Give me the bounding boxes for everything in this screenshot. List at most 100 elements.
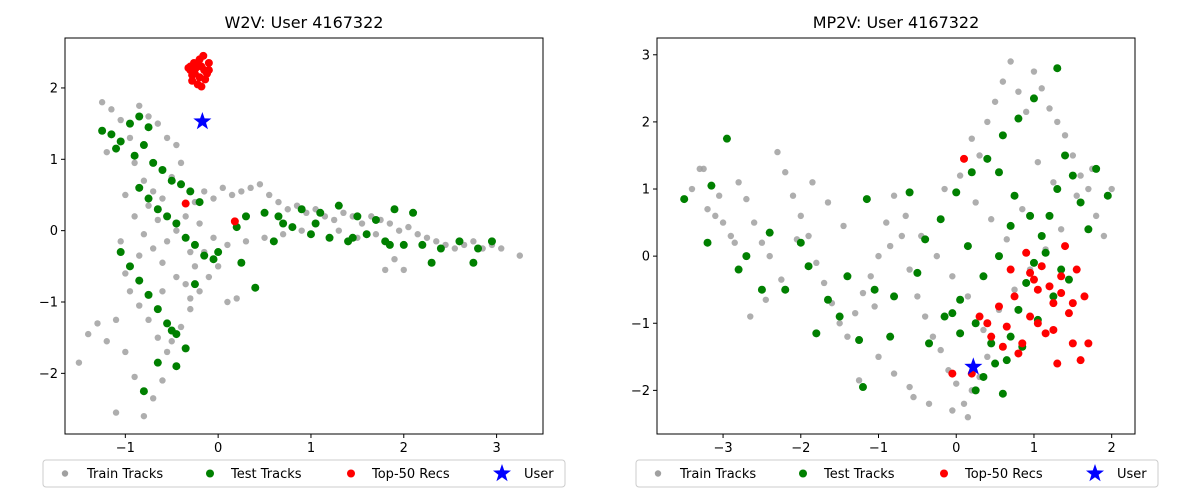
- w2v-test-point-39: [251, 284, 259, 292]
- w2v-train-point-94: [280, 231, 286, 237]
- mp2v-rec-point-33: [1069, 299, 1077, 307]
- mp2v-train-point-28: [899, 233, 905, 239]
- mp2v-train-point-47: [992, 99, 998, 105]
- mp2v-rec-point-31: [1034, 319, 1042, 327]
- mp2v-legend-test-label: Test Tracks: [823, 467, 895, 482]
- mp2v-train-point-33: [937, 347, 943, 353]
- mp2v-train-point-40: [875, 354, 881, 360]
- mp2v-train-point-60: [1093, 213, 1099, 219]
- w2v-train-point-37: [159, 377, 165, 383]
- w2v-train-point-23: [150, 245, 156, 251]
- w2v-train-point-56: [229, 192, 235, 198]
- w2v-train-point-13: [155, 120, 161, 126]
- mp2v-train-point-13: [782, 169, 788, 175]
- w2v-train-point-4: [113, 409, 119, 415]
- w2v-test-point-64: [469, 259, 477, 267]
- mp2v-test-point-37: [1084, 225, 1092, 233]
- mp2v-train-point-76: [887, 243, 893, 249]
- mp2v-test-point-12: [824, 296, 832, 304]
- w2v-train-point-73: [387, 220, 393, 226]
- mp2v-rec-point-15: [1007, 266, 1015, 274]
- w2v-train-point-59: [257, 181, 263, 187]
- mp2v-train-point-58: [1077, 172, 1083, 178]
- w2v-test-point-46: [353, 212, 361, 220]
- mp2v-rec-point-13: [1073, 266, 1081, 274]
- w2v-train-point-77: [424, 235, 430, 241]
- w2v-xtick-label-0: −1: [116, 441, 135, 456]
- mp2v-train-point-44: [969, 135, 975, 141]
- w2v-test-point-26: [135, 277, 143, 285]
- mp2v-train-point-42: [906, 384, 912, 390]
- mp2v-train-point-53: [1039, 85, 1045, 91]
- mp2v-test-point-54: [1003, 356, 1011, 364]
- mp2v-train-point-9: [751, 219, 757, 225]
- w2v-ytick-label-3: 1: [50, 153, 58, 168]
- mp2v-rec-point-20: [1077, 356, 1085, 364]
- mp2v-train-point-90: [972, 199, 978, 205]
- w2v-points: [76, 52, 523, 420]
- w2v-test-point-29: [163, 319, 171, 327]
- mp2v-train-point-26: [883, 219, 889, 225]
- mp2v-test-point-33: [1053, 185, 1061, 193]
- w2v-train-point-45: [234, 295, 240, 301]
- mp2v-rec-point-14: [1080, 292, 1088, 300]
- mp2v-train-point-10: [759, 240, 765, 246]
- w2v-train-point-96: [243, 238, 249, 244]
- mp2v-train-point-99: [910, 394, 916, 400]
- w2v-train-point-21: [131, 213, 137, 219]
- w2v-rec-point-20: [182, 200, 190, 208]
- w2v-train-point-109: [159, 288, 165, 294]
- w2v-test-point-22: [200, 252, 208, 260]
- mp2v-train-point-98: [926, 401, 932, 407]
- w2v-train-point-25: [117, 238, 123, 244]
- w2v-test-point-3: [126, 120, 134, 128]
- w2v-train-point-19: [159, 195, 165, 201]
- mp2v-legend-test-marker: [799, 470, 807, 478]
- mp2v-train-point-43: [856, 377, 862, 383]
- mp2v-rec-point-25: [999, 343, 1007, 351]
- mp2v-test-point-23: [972, 386, 980, 394]
- mp2v-test-point-2: [707, 182, 715, 190]
- w2v-legend-train-marker: [62, 470, 68, 476]
- w2v-train-point-22: [141, 231, 147, 237]
- mp2v-train-point-39: [984, 354, 990, 360]
- mp2v-test-point-5: [742, 252, 750, 260]
- mp2v-points: [680, 58, 1115, 420]
- mp2v-xtick-label-0: −3: [713, 441, 732, 456]
- mp2v-train-point-52: [1031, 68, 1037, 74]
- mp2v-test-point-38: [1092, 165, 1100, 173]
- mp2v-test-point-46: [952, 188, 960, 196]
- mp2v-test-point-42: [1014, 115, 1022, 123]
- w2v-train-point-50: [173, 227, 179, 233]
- mp2v-train-point-83: [763, 297, 769, 303]
- w2v-train-point-95: [261, 235, 267, 241]
- mp2v-test-point-1: [704, 239, 712, 247]
- w2v-test-point-66: [349, 234, 357, 242]
- w2v-test-point-0: [98, 127, 106, 135]
- w2v-test-point-8: [131, 152, 139, 160]
- mp2v-ytick-label-4: 2: [642, 115, 650, 130]
- mp2v-test-point-31: [1038, 232, 1046, 240]
- w2v-test-point-53: [326, 234, 334, 242]
- mp2v-test-point-22: [956, 329, 964, 337]
- w2v-test-point-57: [400, 241, 408, 249]
- mp2v-train-point-61: [1101, 233, 1107, 239]
- w2v-train-point-36: [122, 349, 128, 355]
- w2v-train-point-99: [187, 249, 193, 255]
- w2v-test-point-16: [145, 195, 153, 203]
- mp2v-train-point-46: [984, 119, 990, 125]
- mp2v-test-point-20: [925, 339, 933, 347]
- w2v-train-point-3: [104, 338, 110, 344]
- w2v-train-point-105: [173, 274, 179, 280]
- w2v-train-point-92: [382, 267, 388, 273]
- mp2v-test-point-9: [797, 239, 805, 247]
- w2v-xtick-label-3: 2: [400, 441, 408, 456]
- w2v-train-point-57: [238, 188, 244, 194]
- w2v-train-point-86: [517, 252, 523, 258]
- w2v-ytick-label-0: −2: [39, 367, 58, 382]
- mp2v-test-point-65: [1026, 212, 1034, 220]
- mp2v-train-point-7: [735, 179, 741, 185]
- mp2v-rec-point-26: [983, 319, 991, 327]
- w2v-test-point-65: [386, 241, 394, 249]
